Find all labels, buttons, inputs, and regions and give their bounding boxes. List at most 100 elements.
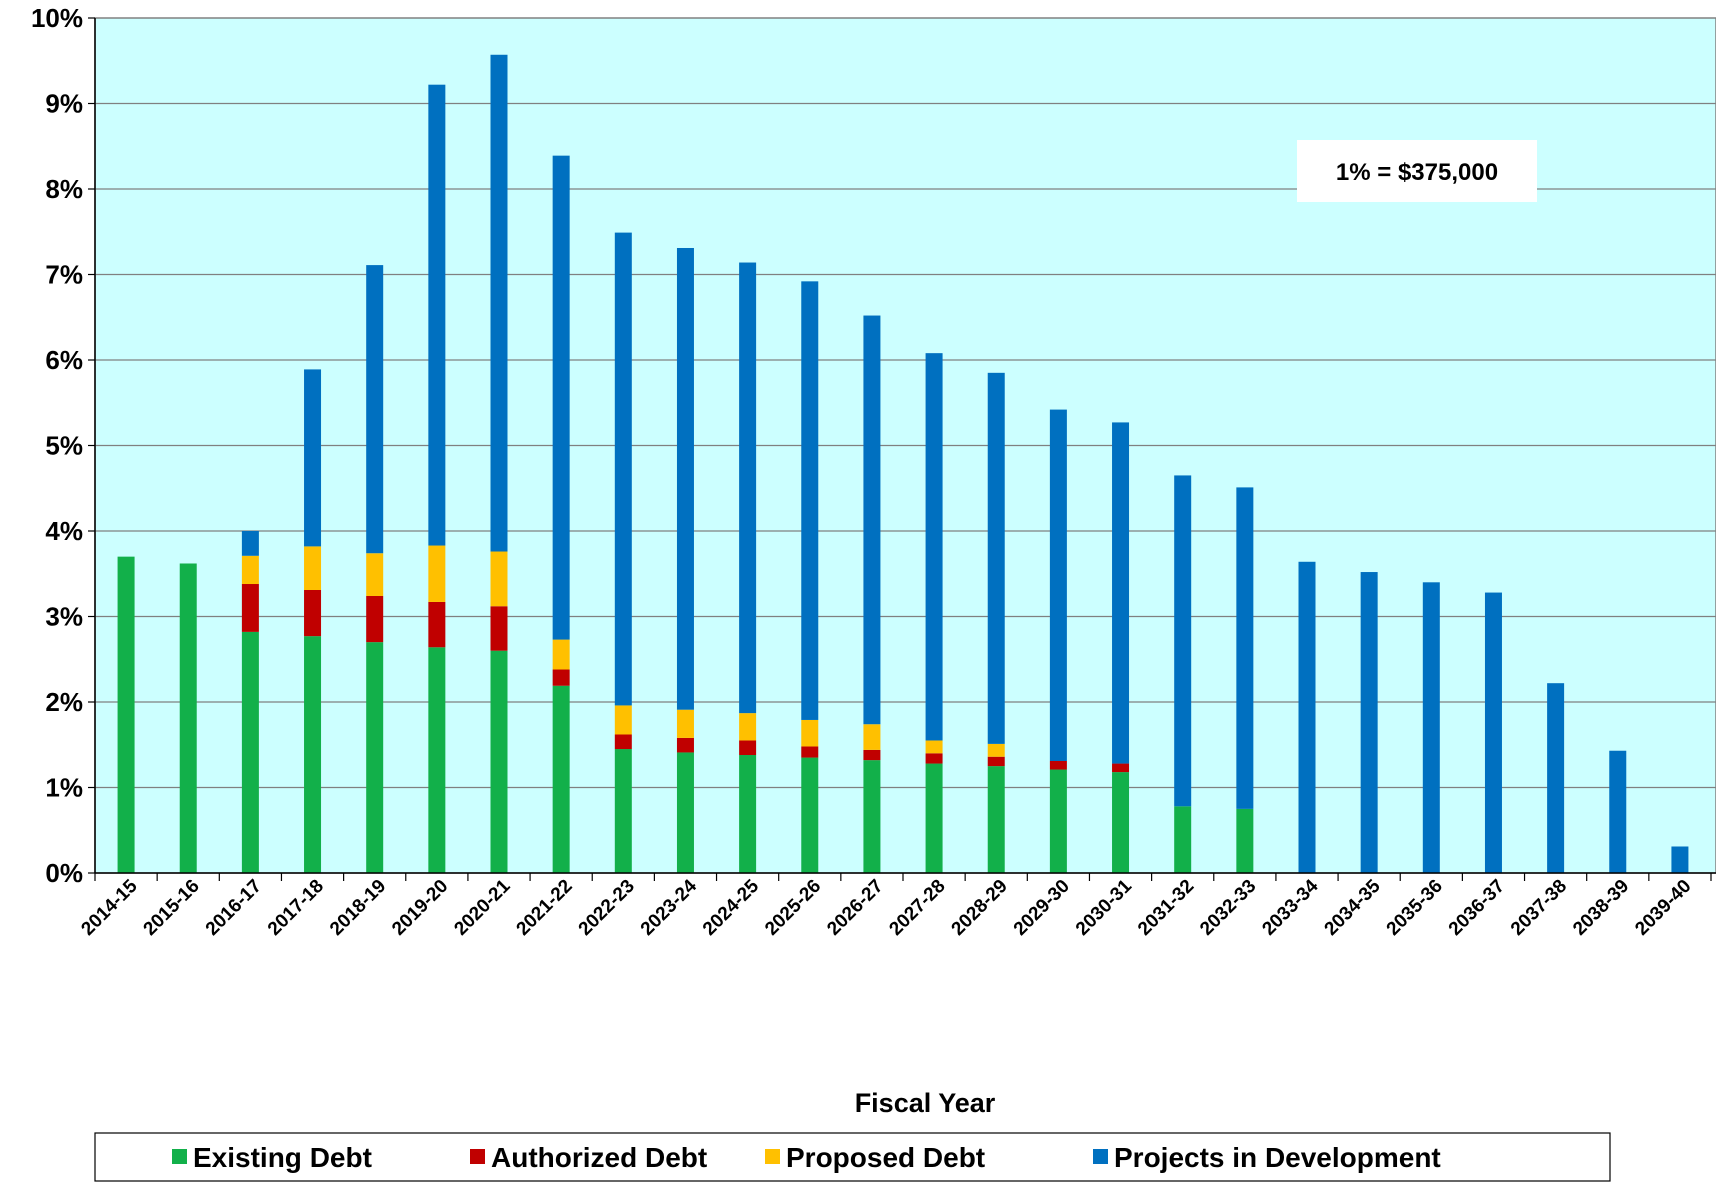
bar-segment-authorized-debt: [739, 740, 757, 756]
bar-segment-projects-in-development: [987, 372, 1005, 744]
bar-segment-proposed-debt: [241, 555, 259, 585]
bar-segment-authorized-debt: [552, 669, 570, 686]
bar-segment-authorized-debt: [428, 601, 446, 648]
x-tick-label: 2035-36: [1383, 876, 1447, 940]
bar-segment-existing-debt: [117, 556, 135, 873]
bar-segment-projects-in-development: [428, 84, 446, 546]
bar-segment-existing-debt: [366, 642, 384, 873]
bar-segment-authorized-debt: [366, 595, 384, 643]
bar-segment-authorized-debt: [1049, 760, 1067, 770]
annotation-background: [1297, 140, 1537, 202]
x-tick-label: 2034-35: [1321, 875, 1385, 939]
bar-segment-proposed-debt: [987, 743, 1005, 757]
x-tick-label: 2023-24: [637, 875, 701, 939]
bar-segment-projects-in-development: [1484, 592, 1502, 873]
bar-segment-projects-in-development: [1174, 475, 1192, 807]
bar-segment-proposed-debt: [925, 740, 943, 754]
legend-swatch: [1093, 1149, 1108, 1164]
bar-segment-projects-in-development: [552, 155, 570, 640]
bar-segment-proposed-debt: [739, 713, 757, 741]
bar-segment-proposed-debt: [366, 553, 384, 596]
bar-segment-projects-in-development: [1049, 409, 1067, 761]
x-tick-label: 2033-34: [1258, 875, 1322, 939]
legend: Existing Debt Authorized Debt Proposed Deb…: [94, 1132, 1611, 1182]
annotation-text: 1% = $375,000: [1336, 159, 1498, 186]
bar-segment-projects-in-development: [925, 353, 943, 741]
y-tick-label: 6%: [45, 345, 83, 375]
bar-segment-authorized-debt: [925, 753, 943, 764]
x-tick-label: 2039-40: [1631, 876, 1695, 940]
bar-segment-authorized-debt: [801, 746, 819, 758]
bar-segment-existing-debt: [1236, 808, 1254, 873]
y-tick-label: 2%: [45, 687, 83, 717]
x-tick-label: 2021-22: [513, 876, 577, 940]
bar-segment-projects-in-development: [241, 531, 259, 556]
bar-segment-authorized-debt: [490, 606, 508, 651]
bar-segment-authorized-debt: [676, 737, 694, 753]
bar-segment-existing-debt: [1112, 772, 1130, 873]
bar-segment-existing-debt: [428, 647, 446, 873]
bar-segment-existing-debt: [304, 636, 322, 873]
legend-label: Proposed Debt: [786, 1142, 985, 1173]
legend-swatch: [172, 1149, 187, 1164]
bar-segment-existing-debt: [1174, 806, 1192, 873]
bar-segment-existing-debt: [801, 757, 819, 873]
legend-border: [94, 1132, 1611, 1182]
legend-label: Existing Debt: [193, 1142, 372, 1173]
bar-segment-authorized-debt: [1112, 763, 1130, 773]
x-tick-label: 2027-28: [885, 876, 949, 940]
bar-segment-authorized-debt: [987, 756, 1005, 767]
x-tick-label: 2015-16: [140, 876, 204, 940]
bar-segment-projects-in-development: [1112, 422, 1130, 764]
bar-segment-existing-debt: [925, 763, 943, 873]
bar-segment-proposed-debt: [490, 551, 508, 607]
bar-segment-existing-debt: [179, 563, 197, 873]
bar-segment-projects-in-development: [863, 315, 881, 725]
y-tick-label: 9%: [45, 89, 83, 119]
x-tick-label: 2032-33: [1196, 876, 1260, 940]
y-tick-label: 5%: [45, 431, 83, 461]
x-tick-label: 2022-23: [575, 876, 639, 940]
bar-segment-proposed-debt: [801, 719, 819, 747]
bar-segment-projects-in-development: [1671, 846, 1689, 873]
bar-segment-proposed-debt: [428, 545, 446, 602]
y-tick-label: 10%: [31, 3, 83, 33]
legend-label: Authorized Debt: [491, 1142, 707, 1173]
bars-group: [117, 54, 1689, 873]
x-tick-label: 2028-29: [948, 876, 1012, 940]
bar-segment-existing-debt: [863, 760, 881, 873]
bar-segment-proposed-debt: [614, 705, 632, 735]
x-tick-label: 2037-38: [1507, 876, 1571, 940]
x-axis: 2014-152015-162016-172017-182018-192019-…: [77, 872, 1716, 940]
bar-segment-projects-in-development: [1236, 487, 1254, 809]
bar-segment-authorized-debt: [863, 749, 881, 761]
bar-segment-authorized-debt: [304, 589, 322, 637]
y-tick-label: 1%: [45, 773, 83, 803]
bar-segment-existing-debt: [739, 755, 757, 873]
legend-label: Projects in Development: [1114, 1142, 1441, 1173]
x-tick-label: 2026-27: [823, 876, 887, 940]
legend-swatch: [470, 1149, 485, 1164]
x-tick-label: 2019-20: [388, 876, 452, 940]
bar-segment-projects-in-development: [490, 54, 508, 552]
bar-segment-existing-debt: [241, 631, 259, 873]
y-axis: 0% 1% 2% 3% 4% 5% 6% 7% 8% 9% 10%: [31, 3, 96, 888]
x-tick-label: 2029-30: [1010, 876, 1074, 940]
y-tick-label: 7%: [45, 260, 83, 290]
bar-segment-existing-debt: [987, 766, 1005, 873]
x-tick-label: 2016-17: [202, 876, 266, 940]
bar-segment-existing-debt: [552, 685, 570, 873]
gridlines: [95, 102, 1716, 789]
y-tick-label: 3%: [45, 602, 83, 632]
bar-segment-projects-in-development: [366, 265, 384, 554]
bar-segment-projects-in-development: [1422, 582, 1440, 873]
legend-swatch: [765, 1149, 780, 1164]
y-tick-label: 4%: [45, 516, 83, 546]
x-tick-label: 2025-26: [761, 876, 825, 940]
bar-segment-projects-in-development: [1298, 561, 1316, 873]
bar-segment-projects-in-development: [1547, 683, 1565, 873]
bar-segment-proposed-debt: [304, 546, 322, 590]
bar-segment-proposed-debt: [863, 724, 881, 750]
